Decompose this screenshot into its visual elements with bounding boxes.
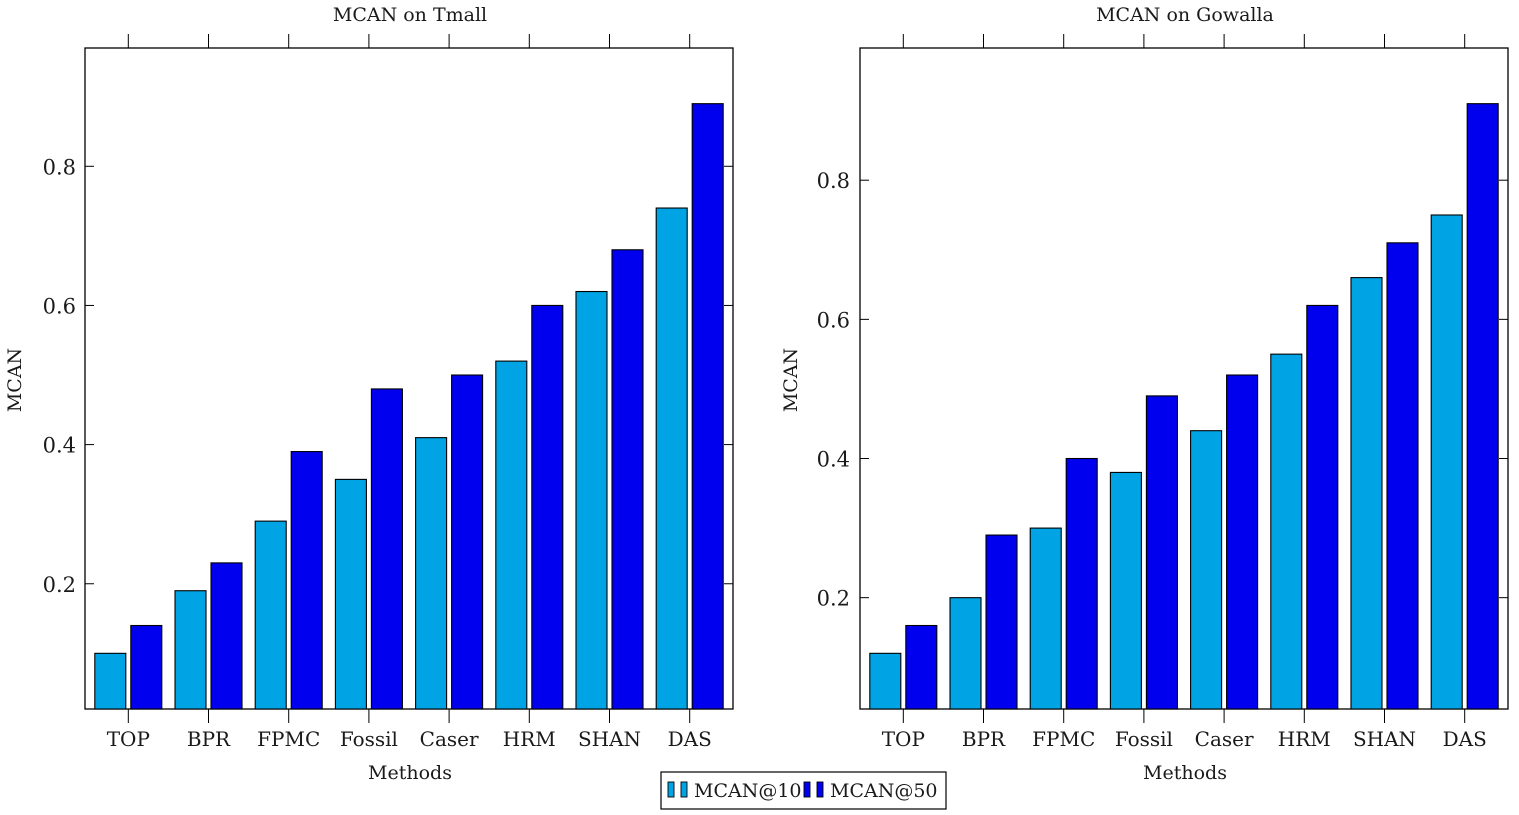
y-tick-label: 0.6 [43,294,76,318]
bar-mcan-10-hrm [495,360,528,710]
x-axis-label: Methods [1143,762,1227,784]
x-tick-label: FPMC [1032,727,1095,751]
x-tick-label: TOP [882,727,925,751]
legend-swatch-mcan50 [803,781,811,798]
x-tick-label: FPMC [257,727,320,751]
bar-mcan-50-fossil [370,388,403,710]
x-tick-label: DAS [668,727,712,751]
x-tick-label: SHAN [1353,727,1416,751]
bar-mcan-10-fpmc [1029,527,1062,710]
bar-mcan-10-fossil [334,478,367,710]
x-tick-label: Caser [420,727,479,751]
legend-label-mcan50: MCAN@50 [830,780,938,802]
chart-gowalla: MCAN on Gowalla 0.2 0.4 0.6 0.8 TOP BPR FPMC F… [780,4,1509,784]
chart-tmall: MCAN on Tmall 0.2 0.4 0.6 0.8 TOP BPR FPMC Fos… [4,4,734,784]
y-tick-label: 0.6 [817,308,850,332]
legend-entry-mcan10: MCAN@10 [667,780,802,802]
x-tick-label: BPR [962,727,1006,751]
x-ticks: TOP BPR FPMC Fossil Caser HRM SHAN DAS [107,34,712,751]
bar-mcan-50-shan [1386,242,1419,710]
y-ticks: 0.2 0.4 0.6 0.8 [817,169,1508,611]
bar-mcan-50-fpmc [290,451,323,710]
chart-title: MCAN on Tmall [333,4,487,26]
legend-frame [660,771,947,810]
plot-frame [84,47,734,710]
bar-mcan-50-hrm [531,304,564,710]
y-tick-label: 0.8 [817,169,850,193]
bar-mcan-50-das [1466,103,1499,710]
bar-mcan-10-das [1430,214,1463,710]
x-tick-label: Fossil [1115,727,1173,751]
x-tick-label: TOP [107,727,150,751]
x-ticks: TOP BPR FPMC Fossil Caser HRM SHAN DAS [882,34,1487,751]
bars [94,103,724,710]
bar-mcan-50-shan [611,249,644,710]
y-ticks: 0.2 0.4 0.6 0.8 [43,155,733,597]
bar-mcan-10-fossil [1109,471,1142,710]
bar-mcan-50-top [905,624,938,710]
bar-mcan-50-das [691,103,724,710]
bar-mcan-10-caser [1190,430,1223,710]
x-tick-label: HRM [503,727,556,751]
x-tick-label: Fossil [340,727,398,751]
legend: MCAN@10 MCAN@50 [660,771,947,810]
legend-entry-mcan50: MCAN@50 [803,780,938,802]
x-tick-label: SHAN [578,727,641,751]
legend-swatch-mcan50 [816,781,824,798]
bar-mcan-10-fpmc [254,520,287,710]
bar-mcan-10-das [655,207,688,710]
bar-mcan-50-caser [451,374,484,710]
x-tick-label: DAS [1443,727,1487,751]
x-axis-label: Methods [368,762,452,784]
bar-mcan-50-bpr [985,534,1018,710]
bar-mcan-50-caser [1226,374,1259,710]
y-tick-label: 0.4 [817,448,850,472]
y-tick-label: 0.4 [43,434,76,458]
bar-mcan-10-top [869,652,902,710]
bar-mcan-10-hrm [1270,353,1303,710]
x-tick-label: BPR [187,727,231,751]
bar-mcan-10-bpr [949,597,982,710]
chart-title: MCAN on Gowalla [1096,4,1274,26]
bar-mcan-10-caser [415,437,448,710]
legend-swatch-mcan10 [680,781,688,798]
plot-frame [859,47,1509,710]
legend-label-mcan10: MCAN@10 [694,780,802,802]
x-tick-label: HRM [1278,727,1331,751]
bars [869,103,1499,710]
bar-mcan-10-shan [1350,277,1383,710]
bar-mcan-50-fossil [1145,395,1178,710]
y-axis-label: MCAN [780,348,802,412]
bar-mcan-50-fpmc [1065,457,1098,710]
y-tick-label: 0.8 [43,155,76,179]
legend-swatch-mcan10 [667,781,675,798]
y-tick-label: 0.2 [43,573,76,597]
bar-mcan-50-bpr [210,562,243,710]
bar-mcan-10-top [94,652,127,710]
y-axis-label: MCAN [4,348,26,412]
bar-mcan-10-shan [575,290,608,710]
bar-mcan-50-top [130,624,163,710]
bar-mcan-50-hrm [1306,304,1339,710]
y-tick-label: 0.2 [817,587,850,611]
bar-mcan-10-bpr [174,590,207,710]
x-tick-label: Caser [1195,727,1254,751]
